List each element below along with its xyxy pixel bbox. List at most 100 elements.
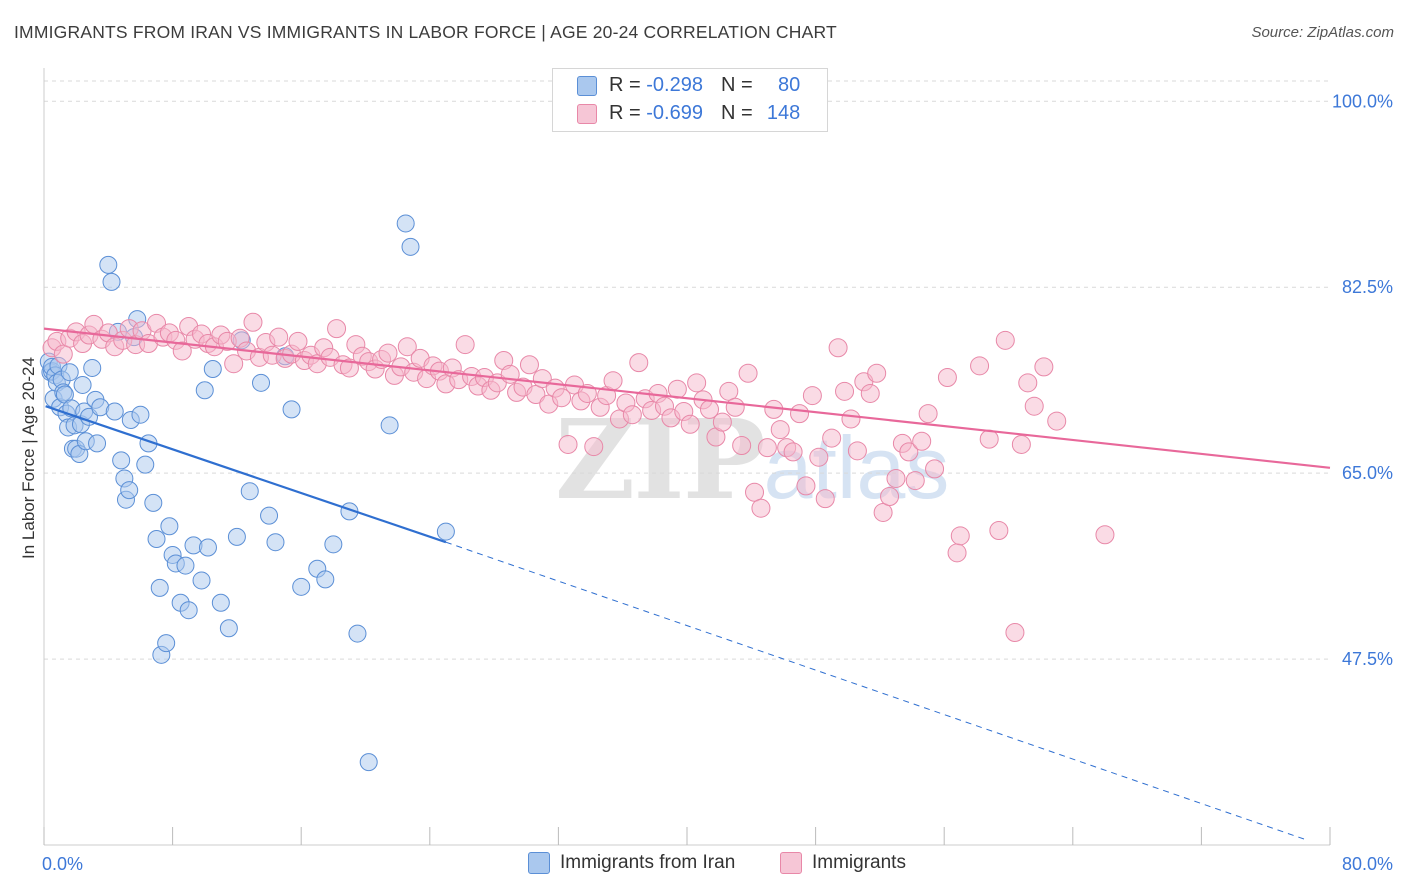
immigrants-point [224, 354, 244, 374]
immigrants-point [1005, 623, 1025, 642]
legend-label-iran: Immigrants from Iran [560, 852, 736, 873]
immigrants-point [1047, 411, 1067, 431]
immigrants-point [397, 337, 417, 357]
immigrants-point [552, 388, 572, 408]
iran-point [227, 527, 246, 546]
legend-swatch-immigrants [577, 104, 597, 124]
legend-swatch-iran [528, 852, 550, 874]
immigrants-point [918, 404, 938, 424]
iran-points [39, 214, 455, 772]
immigrants-point [925, 459, 945, 479]
immigrants-point [719, 381, 739, 401]
legend-n-label: N = [720, 74, 759, 96]
legend-n-label: N = [720, 102, 759, 124]
iran-point [147, 530, 166, 548]
iran-trend-extension [445, 541, 1307, 841]
immigrants-point [687, 373, 707, 393]
immigrants-point [558, 434, 578, 454]
iran-point [150, 578, 169, 597]
iran-point [260, 506, 279, 525]
iran-point [192, 571, 211, 590]
immigrants-point [455, 335, 475, 355]
y-tick-label: 100.0% [1332, 91, 1393, 111]
x-tick-label: 0.0% [42, 854, 83, 874]
immigrants-point [970, 356, 990, 376]
immigrants-point [53, 344, 73, 364]
immigrants-point [732, 436, 752, 455]
immigrants-points [42, 312, 1115, 642]
iran-point [144, 493, 163, 512]
watermark-zip: ZIP [555, 395, 765, 524]
legend-swatch-immigrants [780, 852, 802, 874]
immigrants-point [989, 521, 1009, 540]
immigrants-point [905, 471, 925, 491]
iran-point [282, 400, 301, 419]
iran-point [179, 601, 198, 620]
immigrants-point [937, 368, 957, 387]
immigrants-point [841, 409, 861, 429]
iran-point [83, 358, 102, 377]
iran-point [120, 481, 139, 500]
iran-point [60, 363, 79, 382]
iran-point [380, 416, 399, 435]
immigrants-point [847, 441, 867, 461]
iran-point [102, 272, 121, 291]
immigrants-point [880, 487, 900, 506]
immigrants-point [947, 543, 967, 563]
iran-point [195, 381, 214, 400]
immigrants-point [1018, 373, 1038, 393]
immigrants-point [738, 363, 758, 383]
immigrants-point [584, 437, 604, 457]
immigrants-point [519, 355, 539, 375]
immigrants-point [745, 482, 765, 502]
immigrants-point [288, 331, 308, 351]
iran-point [136, 455, 155, 474]
immigrants-point [1095, 525, 1115, 545]
immigrants-point [725, 397, 745, 417]
iran-point [240, 482, 259, 501]
immigrants-point [378, 343, 398, 363]
immigrants-point [1034, 357, 1054, 377]
iran-point [396, 214, 415, 233]
y-tick-label: 65.0% [1342, 463, 1393, 483]
immigrants-point [269, 327, 289, 347]
legend-n-value: 80 [777, 74, 801, 96]
iran-point [266, 533, 285, 552]
immigrants-point [770, 420, 790, 440]
immigrants-point [899, 442, 919, 462]
immigrants-trend-line [43, 327, 1331, 469]
legend-r-label: R = [609, 102, 647, 124]
source-label: Source: ZipAtlas.com [1251, 24, 1394, 41]
immigrants-point [603, 371, 623, 391]
immigrants-point [622, 405, 642, 425]
iran-point [316, 570, 335, 589]
iran-point [105, 402, 124, 421]
immigrants-point [809, 447, 829, 467]
immigrants-point [867, 363, 887, 383]
immigrants-point [629, 353, 649, 373]
legend-n-value: 148 [766, 102, 801, 124]
iran-trend-line [45, 405, 447, 544]
iran-point [131, 405, 150, 424]
immigrants-point [802, 386, 822, 406]
immigrants-point [822, 428, 842, 448]
immigrants-point [751, 498, 771, 518]
immigrants-point [243, 312, 263, 332]
iran-point [436, 522, 455, 541]
immigrants-point [828, 338, 848, 358]
iran-point [176, 556, 195, 575]
legend-r-label: R = [609, 74, 647, 96]
immigrants-point [172, 341, 192, 361]
immigrants-point [860, 383, 880, 403]
iran-point [401, 237, 420, 256]
immigrants-point [912, 431, 932, 451]
legend-label-immigrants: Immigrants [812, 852, 906, 873]
trend-lines [43, 327, 1331, 841]
immigrants-point [712, 412, 732, 432]
immigrants-point [327, 319, 347, 339]
iran-point [112, 451, 131, 470]
legend-swatch-iran [577, 76, 597, 96]
iran-point [292, 577, 311, 596]
y-tick-label: 82.5% [1342, 277, 1393, 297]
